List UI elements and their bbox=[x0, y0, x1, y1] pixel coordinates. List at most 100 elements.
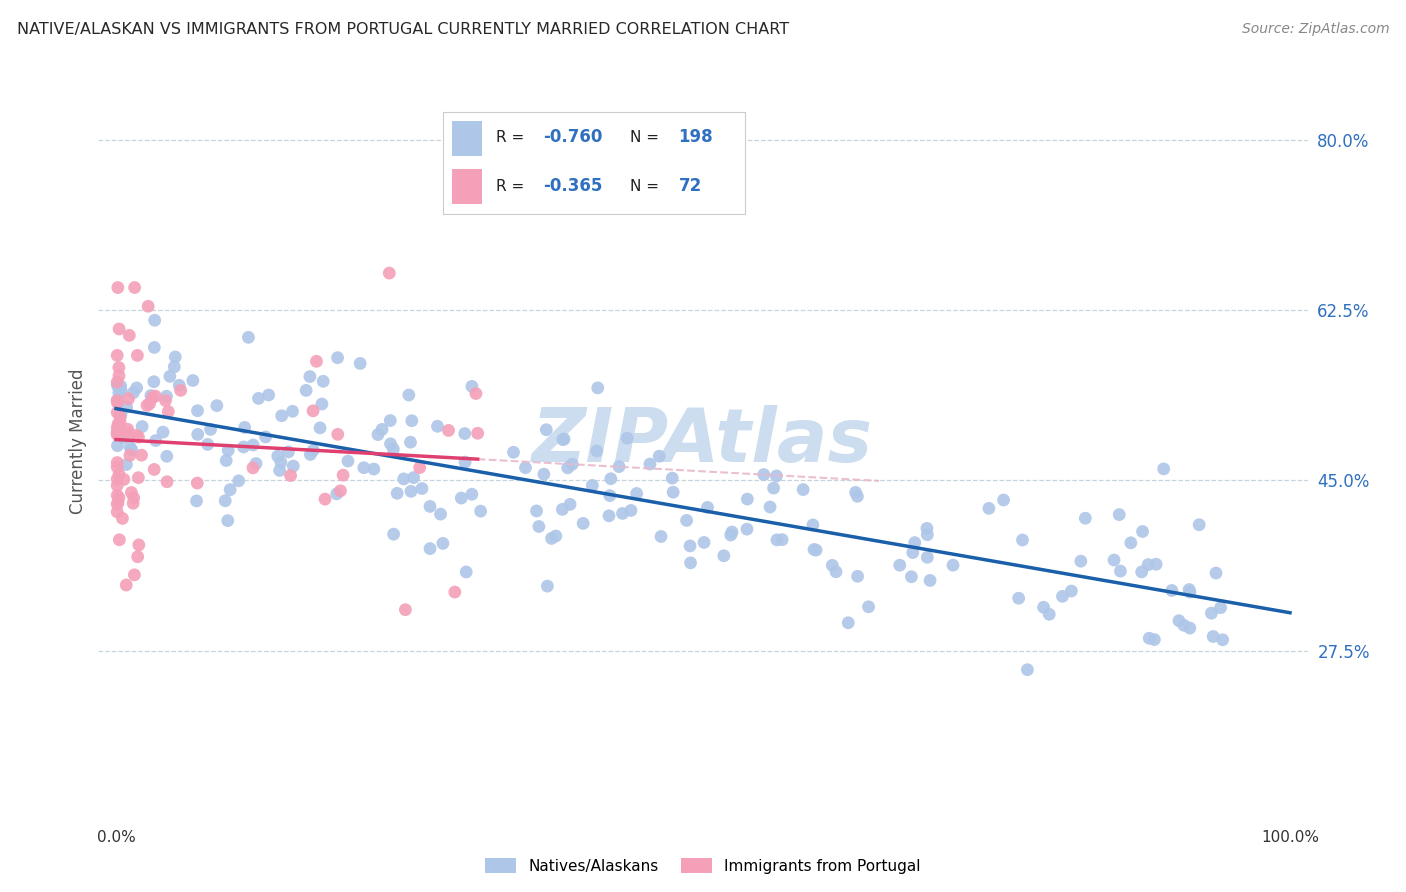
Point bbox=[281, 404, 304, 418]
Point bbox=[572, 516, 595, 531]
Point bbox=[302, 404, 325, 418]
Point bbox=[270, 455, 292, 469]
Point bbox=[599, 472, 621, 486]
Point bbox=[1008, 591, 1031, 606]
Point bbox=[942, 558, 965, 573]
Point bbox=[145, 434, 167, 448]
Point bbox=[544, 529, 567, 543]
Point bbox=[533, 467, 555, 482]
Point bbox=[557, 460, 579, 475]
Point bbox=[1201, 606, 1223, 620]
Point bbox=[454, 455, 477, 469]
Point bbox=[122, 491, 145, 505]
Point bbox=[112, 431, 135, 445]
Bar bbox=[451, 120, 482, 155]
Point bbox=[219, 483, 242, 497]
Point bbox=[232, 440, 254, 454]
Point bbox=[599, 489, 621, 503]
Point bbox=[105, 377, 128, 392]
Point bbox=[917, 550, 939, 565]
Point bbox=[131, 448, 153, 462]
Point bbox=[461, 487, 484, 501]
Text: Source: ZipAtlas.com: Source: ZipAtlas.com bbox=[1241, 22, 1389, 37]
Point bbox=[214, 493, 236, 508]
Point bbox=[1143, 632, 1166, 647]
Point bbox=[1178, 621, 1201, 635]
Point bbox=[108, 360, 131, 375]
Point bbox=[536, 423, 558, 437]
Text: R =: R = bbox=[496, 179, 529, 194]
Point bbox=[105, 478, 128, 492]
Point bbox=[326, 487, 349, 501]
Point bbox=[1074, 511, 1097, 525]
Bar bbox=[451, 169, 482, 204]
Point bbox=[527, 519, 550, 533]
Point bbox=[326, 427, 349, 442]
Point bbox=[638, 457, 661, 471]
Text: ZIPAtlas: ZIPAtlas bbox=[533, 405, 873, 478]
Point bbox=[127, 430, 149, 444]
Point bbox=[217, 514, 239, 528]
Point bbox=[443, 585, 465, 599]
Point bbox=[804, 543, 827, 558]
Point bbox=[598, 508, 620, 523]
Point bbox=[432, 536, 454, 550]
Point bbox=[977, 501, 1000, 516]
Point bbox=[280, 468, 302, 483]
Point bbox=[105, 460, 128, 475]
Point bbox=[759, 500, 782, 514]
Point bbox=[143, 341, 166, 355]
Point bbox=[305, 354, 328, 368]
Point bbox=[454, 426, 477, 441]
Point bbox=[267, 449, 290, 463]
Point bbox=[138, 397, 160, 411]
Point bbox=[143, 462, 166, 476]
Point bbox=[311, 397, 333, 411]
Point bbox=[558, 497, 581, 511]
Legend: Natives/Alaskans, Immigrants from Portugal: Natives/Alaskans, Immigrants from Portug… bbox=[479, 852, 927, 880]
Point bbox=[408, 460, 430, 475]
Point bbox=[105, 393, 128, 408]
Point bbox=[467, 426, 489, 441]
Point bbox=[108, 385, 131, 400]
Point bbox=[187, 427, 209, 442]
Point bbox=[105, 488, 128, 502]
Point bbox=[349, 356, 371, 370]
Point bbox=[1209, 600, 1232, 615]
Point bbox=[110, 407, 132, 421]
Point bbox=[581, 478, 603, 492]
Point bbox=[540, 532, 562, 546]
Point bbox=[858, 599, 880, 614]
Point bbox=[1188, 517, 1211, 532]
Point bbox=[125, 428, 148, 442]
Point bbox=[713, 549, 735, 563]
Point bbox=[120, 440, 142, 454]
Text: R =: R = bbox=[496, 129, 529, 145]
Point bbox=[1052, 590, 1074, 604]
Point bbox=[661, 471, 683, 485]
Point bbox=[112, 472, 135, 486]
Point bbox=[242, 461, 264, 475]
Point bbox=[105, 456, 128, 470]
Point bbox=[1108, 508, 1130, 522]
Point bbox=[127, 348, 149, 362]
Point bbox=[456, 565, 478, 579]
Text: -0.365: -0.365 bbox=[543, 178, 602, 195]
Point bbox=[124, 567, 146, 582]
Point bbox=[105, 472, 128, 486]
Point bbox=[108, 322, 131, 336]
Point bbox=[1032, 600, 1054, 615]
Point bbox=[136, 399, 159, 413]
Point bbox=[122, 385, 145, 400]
Point bbox=[464, 386, 486, 401]
Point bbox=[105, 375, 128, 389]
Point bbox=[378, 266, 401, 280]
Point bbox=[696, 500, 718, 515]
Point bbox=[586, 381, 609, 395]
Point bbox=[515, 460, 537, 475]
Point bbox=[693, 535, 716, 549]
Point bbox=[399, 435, 422, 450]
Point bbox=[105, 425, 128, 440]
Point bbox=[336, 454, 359, 468]
Point bbox=[105, 405, 128, 419]
